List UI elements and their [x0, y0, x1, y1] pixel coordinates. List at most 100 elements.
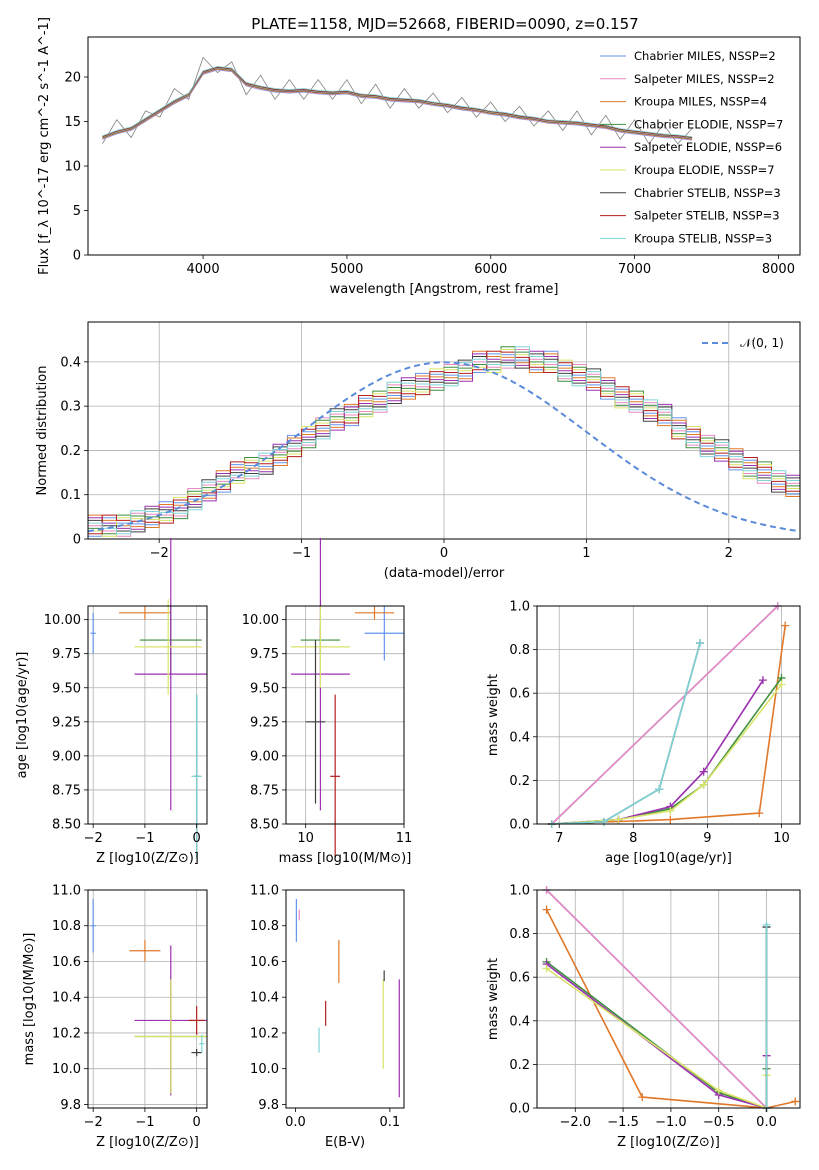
x-tick-label: −1: [135, 831, 154, 846]
plot-area: [290, 537, 404, 859]
weight-line-1: [546, 889, 768, 1109]
x-tick-label: −0.5: [703, 1115, 735, 1130]
chart-weight-vs-age: 7 8 9 10 0.0 0.2 0.4 0.6 0.8 1.0 age [log10(age/yr…: [486, 600, 801, 866]
weight-marker: [755, 809, 764, 818]
y-tick-label: 0.6: [509, 687, 530, 702]
y-tick-label: 0.8: [509, 643, 530, 658]
errorbar-point: [191, 1049, 202, 1057]
y-tick-label: 15: [64, 115, 81, 130]
y-tick-label: 10.8: [250, 919, 279, 934]
y-tick-label: 9.8: [60, 1098, 81, 1113]
y-tick-label: 9.00: [250, 749, 279, 764]
weight-marker: [714, 1086, 723, 1095]
errorbar-point: [199, 1034, 205, 1053]
y-axis-label: mass weight: [486, 674, 501, 756]
errorbar-point: [364, 606, 404, 661]
y-tick-label: 8.75: [52, 783, 81, 798]
y-tick-label: 0: [73, 533, 81, 548]
y-tick-label: 5: [73, 204, 81, 219]
y-tick-label: 10.4: [52, 991, 81, 1006]
x-tick-label: 0.0: [756, 1115, 777, 1130]
x-axis-label: wavelength [Angstrom, rest frame]: [330, 282, 559, 297]
axes-frame: [536, 889, 801, 1109]
chart-residuals: 𝒩(0, 1) −2 −1 0 1 2 0 0.1 0.2 0.3 0.4 (data-model)/…: [35, 321, 801, 581]
legend-entry: Kroupa MILES, NSSP=4: [634, 95, 767, 109]
axes-frame: [87, 605, 208, 825]
axes-frame: [285, 889, 405, 1109]
model-line-0: [102, 69, 693, 141]
plot-area: [542, 886, 800, 1112]
histogram-8: [88, 346, 801, 535]
weight-marker: [777, 680, 786, 689]
x-tick-label: −2.0: [559, 1115, 591, 1130]
errorbar-point: [330, 694, 341, 859]
y-tick-label: 11.0: [52, 884, 81, 899]
weight-marker: [614, 815, 623, 824]
legend-entry: Salpeter STELIB, NSSP=3: [634, 209, 780, 223]
y-tick-label: 1.0: [509, 600, 530, 615]
y-tick-label: 8.50: [250, 818, 279, 833]
weight-marker: [695, 639, 704, 648]
y-tick-label: 9.00: [52, 749, 81, 764]
axes-frame: [536, 605, 801, 825]
x-tick-label: 7000: [618, 262, 651, 277]
y-tick-label: 10.6: [250, 955, 279, 970]
errorbar-point: [90, 898, 96, 953]
y-axis-label: mass [log10(M/M⊙)]: [22, 933, 37, 1066]
y-tick-label: 0.4: [509, 1014, 530, 1029]
chart-mass-vs-Z: −2 −1 0 9.8 10.0 10.2 10.4 10.6 10.8 11.0 Z [log10…: [22, 884, 208, 1150]
weight-marker: [666, 815, 675, 824]
chart-age-vs-mass: 10 11 8.50 8.75 9.00 9.25 9.50 9.75 10.00 mass [l…: [242, 537, 413, 866]
y-tick-label: 0.0: [509, 1102, 530, 1117]
errorbar-point: [290, 606, 350, 688]
x-tick-label: 0.0: [285, 1115, 306, 1130]
axes-frame: [285, 605, 405, 825]
weight-marker: [758, 676, 767, 685]
plot-area: [547, 602, 790, 828]
x-tick-label: 4000: [187, 262, 220, 277]
x-tick-label: 0: [193, 1115, 201, 1130]
axes-frame: [87, 321, 801, 540]
y-tick-label: 9.75: [250, 647, 279, 662]
x-tick-label: 5000: [330, 262, 363, 277]
y-tick-label: 8.50: [52, 818, 81, 833]
x-tick-label: −1.0: [655, 1115, 687, 1130]
x-tick-label: 8: [629, 831, 637, 846]
plot-area: [295, 898, 400, 1098]
weight-marker: [791, 1097, 800, 1106]
x-tick-label: −2: [84, 831, 103, 846]
y-tick-label: 10.4: [250, 991, 279, 1006]
weight-marker: [655, 785, 664, 794]
y-tick-label: 0.2: [509, 774, 530, 789]
y-tick-label: 10.2: [250, 1026, 279, 1041]
errorbar-point: [90, 612, 96, 654]
plot-area: Chabrier MILES, NSSP=2 Salpeter MILES, NS…: [102, 49, 783, 245]
plot-area: [90, 898, 207, 1096]
y-tick-label: 10.00: [44, 613, 81, 628]
x-tick-label: 9: [703, 831, 711, 846]
x-tick-label: 11: [396, 831, 413, 846]
y-tick-label: 9.50: [52, 681, 81, 696]
y-tick-label: 0.4: [509, 730, 530, 745]
legend-entry: Salpeter ELODIE, NSSP=6: [634, 140, 782, 154]
weight-line-3: [546, 961, 768, 1110]
x-axis-label: E(B-V): [325, 1135, 365, 1150]
x-tick-label: 7: [555, 831, 563, 846]
y-tick-label: 0.3: [60, 400, 81, 415]
x-tick-label: −2: [150, 546, 169, 561]
x-axis-label: Z [log10(Z/Z⊙)]: [617, 1135, 720, 1150]
y-tick-label: 10.0: [52, 1062, 81, 1077]
legend-entry: Chabrier MILES, NSSP=2: [634, 49, 776, 63]
y-tick-label: 9.8: [258, 1098, 279, 1113]
y-tick-label: 10.00: [242, 613, 279, 628]
weight-marker: [699, 767, 708, 776]
errorbar-point: [129, 940, 161, 962]
y-tick-label: 9.75: [52, 647, 81, 662]
y-tick-label: 0: [73, 249, 81, 264]
x-tick-label: 0: [440, 546, 448, 561]
legend-entry: Kroupa STELIB, NSSP=3: [634, 231, 772, 245]
y-tick-label: 20: [64, 71, 81, 86]
weight-marker: [762, 920, 771, 929]
chart-age-vs-Z: −2 −1 0 8.50 8.75 9.00 9.25 9.50 9.75 10.00 Z [log…: [15, 537, 208, 866]
y-tick-label: 0.2: [60, 444, 81, 459]
